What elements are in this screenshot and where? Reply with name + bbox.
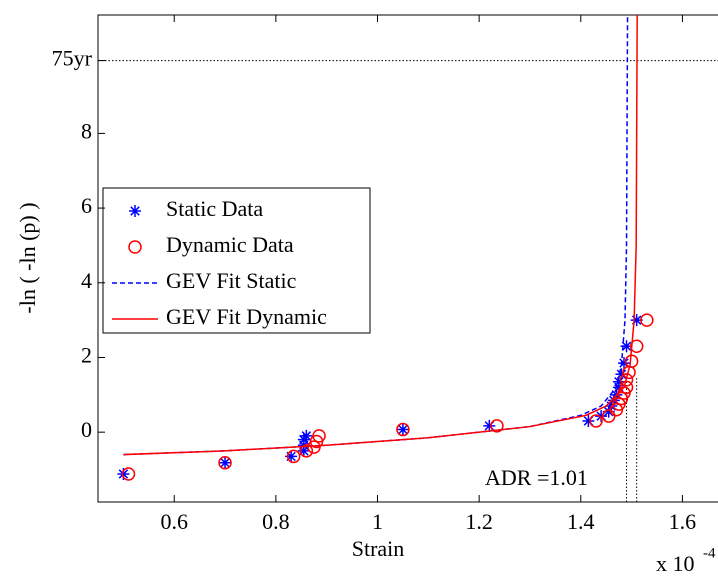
data-point bbox=[483, 419, 496, 432]
data-point bbox=[582, 414, 595, 427]
x-tick-label: 1.4 bbox=[567, 509, 595, 534]
x-tick-label: 1 bbox=[372, 509, 383, 534]
data-point bbox=[630, 314, 643, 327]
data-point bbox=[624, 354, 639, 368]
data-point bbox=[219, 456, 232, 469]
y-tick-label: 2 bbox=[81, 343, 92, 368]
axes-box bbox=[97, 14, 718, 503]
y-tick-label: 4 bbox=[81, 268, 92, 293]
data-point bbox=[286, 449, 301, 464]
data-point bbox=[312, 429, 326, 443]
data-point bbox=[285, 450, 298, 463]
y-tick-label: 8 bbox=[81, 118, 92, 143]
x-tick-label: 1.6 bbox=[669, 509, 697, 534]
annotation: ADR =1.01 bbox=[485, 465, 588, 490]
data-point bbox=[619, 380, 634, 395]
data-point bbox=[396, 422, 410, 437]
legend-label: Static Data bbox=[166, 196, 263, 221]
data-point bbox=[619, 373, 634, 387]
data-point bbox=[117, 467, 130, 480]
data-point bbox=[490, 419, 504, 433]
data-point bbox=[595, 410, 608, 423]
data-point bbox=[629, 339, 644, 354]
data-point bbox=[615, 368, 628, 381]
data-point bbox=[218, 456, 232, 470]
y-tick-label: 0 bbox=[81, 417, 92, 442]
data-point bbox=[121, 467, 136, 481]
legend-label: GEV Fit Static bbox=[166, 268, 297, 293]
x-axis-label: Strain bbox=[352, 536, 405, 561]
y-axis-label: -ln ( -ln (p) ) bbox=[15, 202, 40, 313]
data-point bbox=[602, 405, 615, 418]
y-tick-label: 75yr bbox=[52, 46, 93, 71]
data-point bbox=[620, 340, 633, 353]
data-point bbox=[617, 357, 630, 370]
data-point bbox=[612, 375, 625, 388]
data-point bbox=[297, 433, 310, 446]
legend-marker bbox=[128, 240, 142, 254]
legend-marker bbox=[129, 205, 141, 217]
data-point bbox=[396, 423, 409, 436]
legend bbox=[102, 187, 371, 334]
data-point bbox=[589, 414, 603, 428]
data-point bbox=[299, 444, 314, 458]
x-tick-label: 0.6 bbox=[160, 509, 188, 534]
fit-line bbox=[123, 14, 638, 456]
data-point bbox=[300, 429, 313, 442]
y-tick-label: 6 bbox=[81, 193, 92, 218]
data-point bbox=[640, 313, 654, 327]
x-multiplier-exponent: -4 bbox=[703, 545, 716, 561]
legend-label: Dynamic Data bbox=[166, 232, 294, 257]
legend-label: GEV Fit Dynamic bbox=[166, 304, 327, 329]
x-multiplier: x 10 bbox=[656, 551, 695, 576]
x-tick-label: 0.8 bbox=[262, 509, 290, 534]
x-tick-label: 1.2 bbox=[465, 509, 493, 534]
